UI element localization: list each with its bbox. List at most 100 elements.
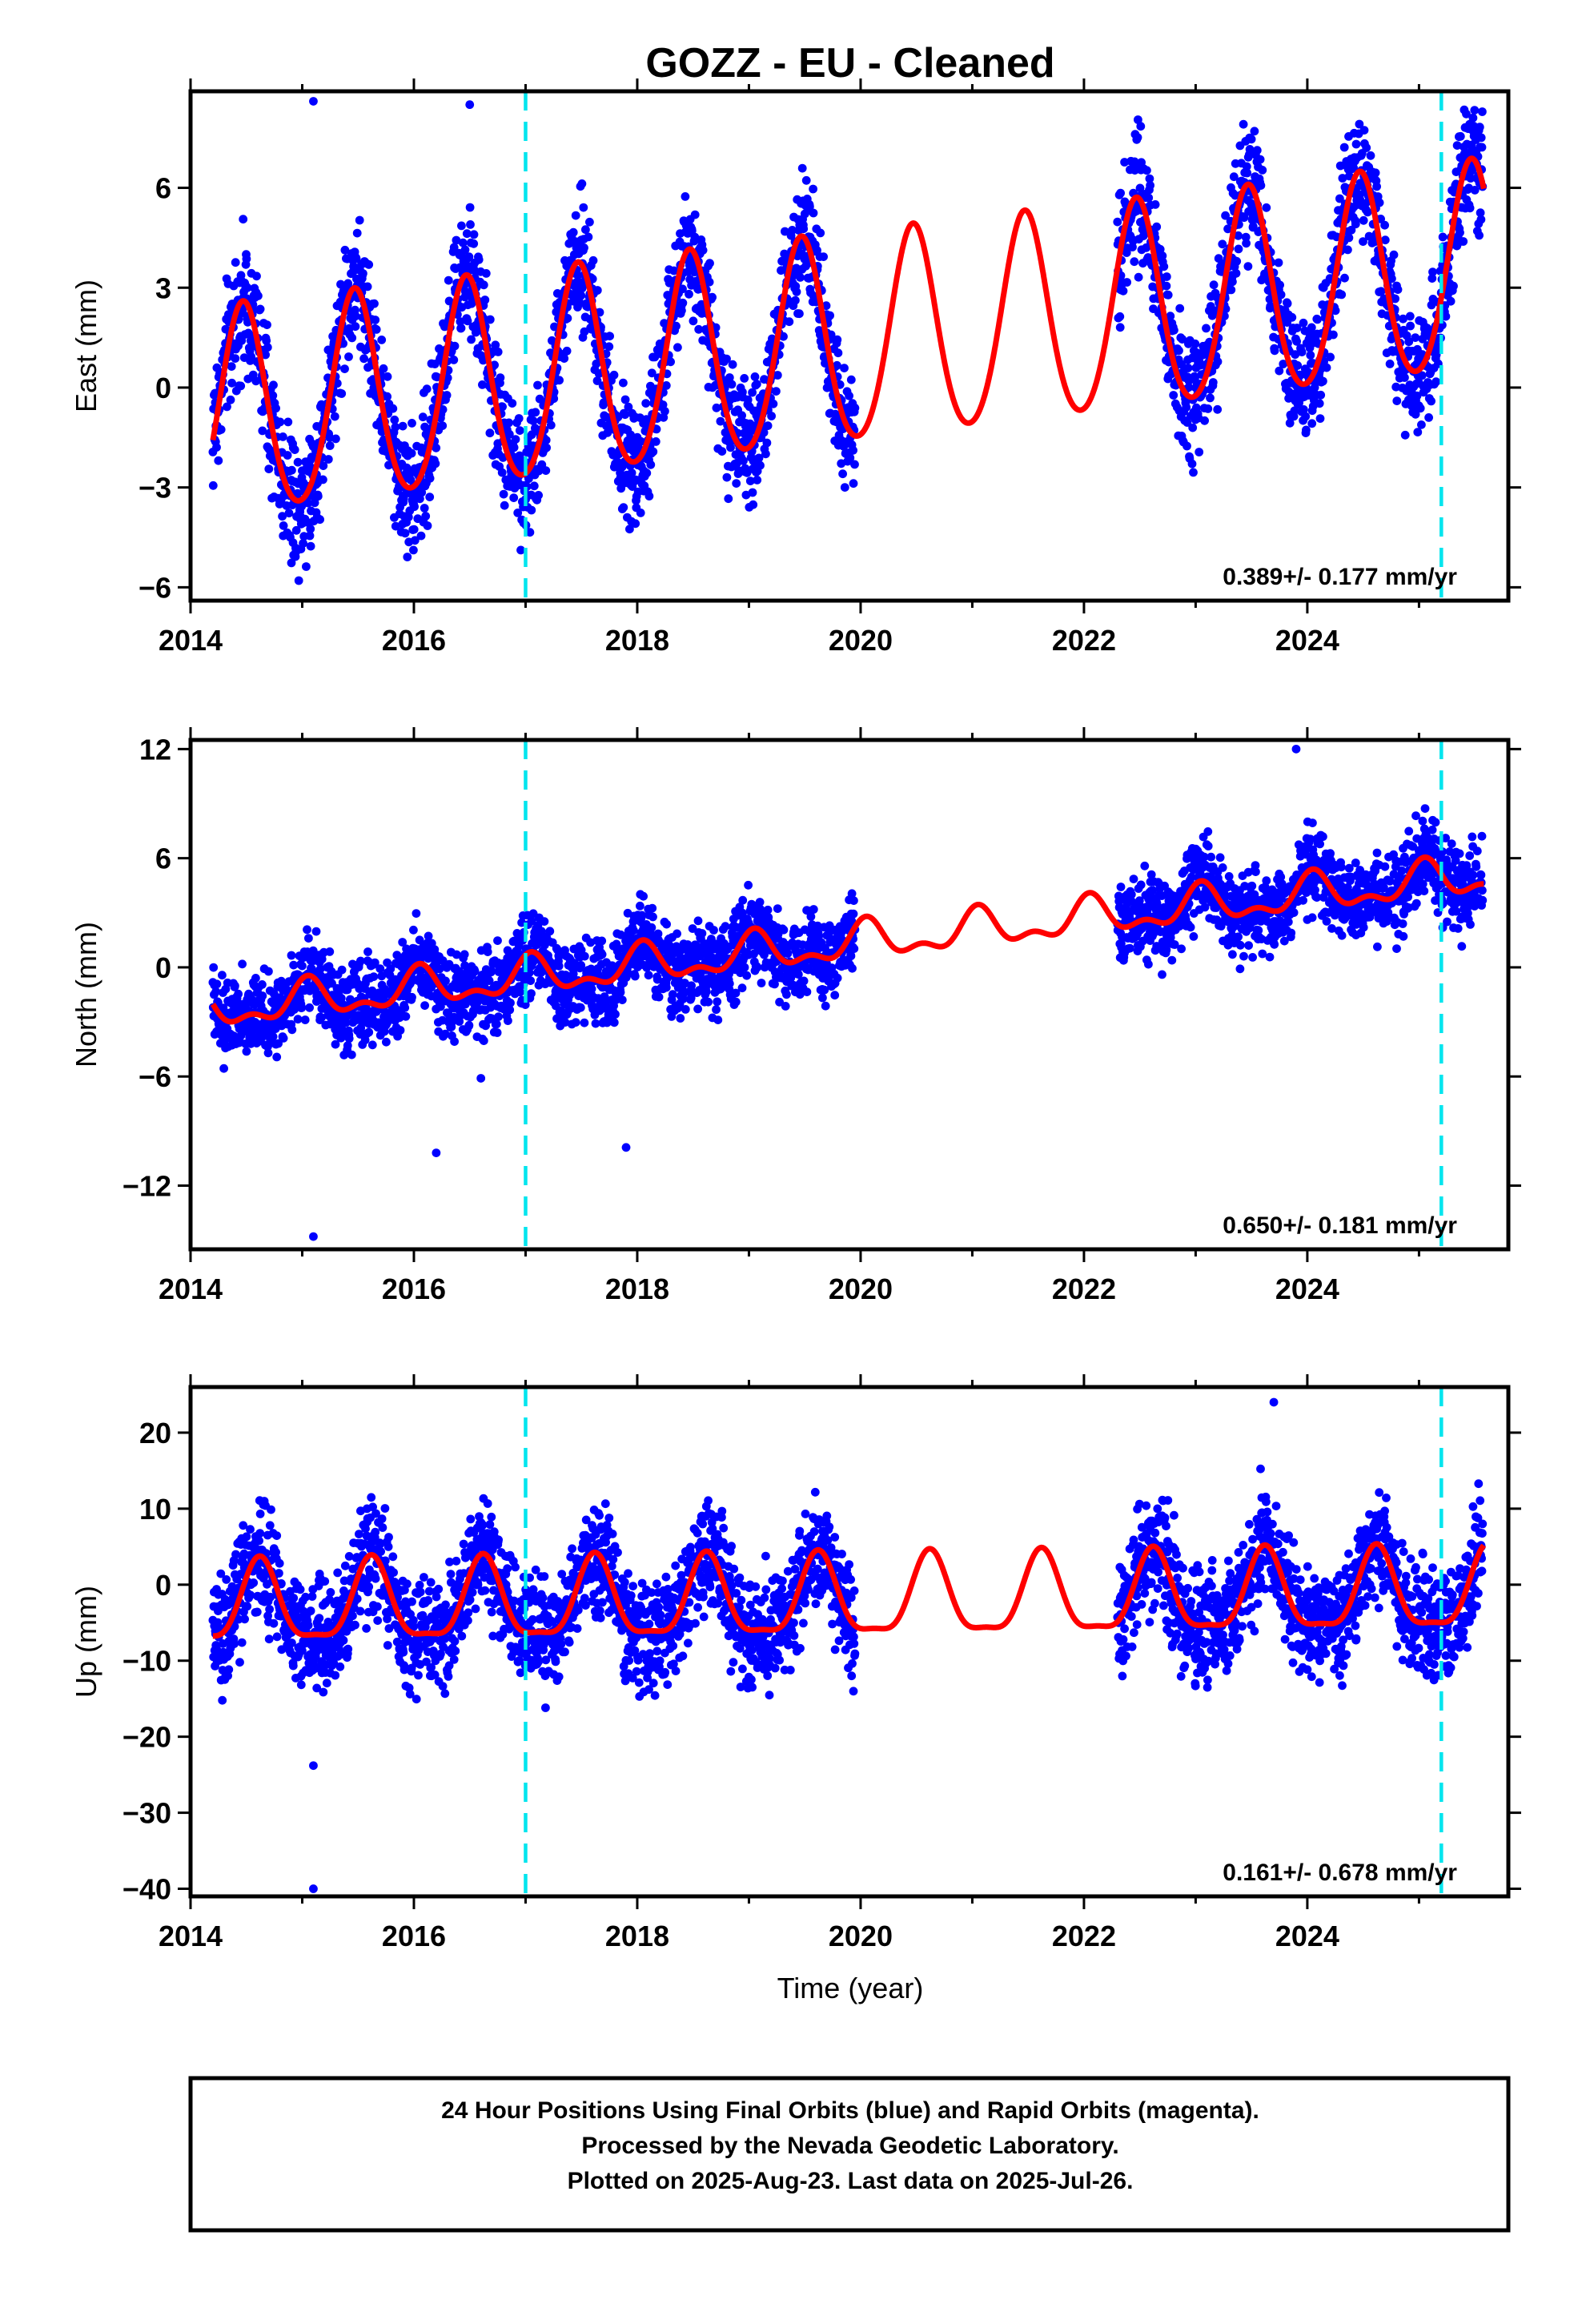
- data-point: [779, 925, 789, 935]
- data-point: [1462, 109, 1471, 119]
- data-point: [408, 992, 416, 1002]
- data-point: [1400, 430, 1410, 440]
- data-point: [211, 987, 221, 996]
- plot-area: [208, 744, 1488, 1241]
- data-point: [1241, 232, 1251, 242]
- data-point: [577, 179, 587, 188]
- data-point: [359, 269, 367, 278]
- data-point: [231, 981, 239, 991]
- data-point: [782, 990, 791, 999]
- data-point: [754, 453, 764, 463]
- data-point: [731, 997, 741, 1007]
- data-point: [661, 381, 671, 390]
- data-point: [1468, 113, 1478, 123]
- data-point: [527, 989, 536, 998]
- data-point: [1331, 306, 1340, 316]
- data-point: [1255, 155, 1265, 164]
- data-point: [1206, 393, 1215, 403]
- data-point: [1218, 239, 1227, 249]
- y-tick-label: −6: [139, 571, 171, 604]
- data-point: [1242, 239, 1251, 248]
- data-point: [391, 422, 400, 432]
- data-point: [1200, 416, 1209, 425]
- data-point: [247, 352, 255, 361]
- data-point: [609, 370, 619, 380]
- data-point: [474, 255, 484, 264]
- data-point: [478, 380, 487, 389]
- data-point: [442, 391, 452, 400]
- data-point: [449, 356, 459, 364]
- data-point: [701, 987, 711, 996]
- data-point: [416, 531, 426, 541]
- data-point: [1344, 233, 1354, 243]
- data-point: [580, 327, 589, 336]
- data-point: [287, 951, 296, 960]
- data-point: [1158, 251, 1167, 260]
- data-point: [761, 449, 770, 459]
- data-point: [491, 340, 500, 350]
- data-point: [797, 163, 807, 173]
- data-point: [748, 488, 757, 497]
- data-point: [218, 971, 227, 980]
- data-point: [444, 275, 453, 285]
- data-point: [1155, 244, 1165, 254]
- y-tick-label: 0: [155, 372, 171, 404]
- data-point: [555, 376, 564, 385]
- data-point: [1162, 272, 1171, 281]
- data-point: [1349, 163, 1358, 172]
- data-point: [465, 203, 475, 212]
- data-point: [1452, 141, 1462, 151]
- data-point: [741, 490, 751, 500]
- data-point: [421, 512, 431, 521]
- data-point: [302, 562, 311, 571]
- data-point: [681, 1005, 690, 1014]
- data-point: [1247, 135, 1256, 144]
- data-point: [469, 239, 479, 248]
- data-point: [1234, 244, 1243, 254]
- data-point: [263, 1048, 273, 1058]
- data-point: [592, 286, 602, 295]
- data-point: [757, 979, 766, 987]
- data-point: [1313, 315, 1322, 324]
- data-point: [1392, 396, 1402, 405]
- data-point: [234, 989, 243, 999]
- data-point: [275, 417, 285, 427]
- data-point: [1411, 333, 1420, 342]
- data-point: [1292, 324, 1302, 332]
- data-point: [1344, 171, 1354, 181]
- data-point: [498, 402, 507, 412]
- data-point: [595, 308, 604, 317]
- data-point: [479, 1036, 488, 1045]
- data-point: [344, 1034, 354, 1043]
- data-point: [1406, 321, 1415, 331]
- data-point: [802, 987, 812, 996]
- data-point: [1326, 352, 1335, 362]
- data-point: [809, 208, 818, 218]
- data-point: [1120, 158, 1129, 167]
- data-point: [625, 525, 634, 534]
- data-point: [580, 243, 588, 252]
- data-point: [492, 1019, 501, 1029]
- data-point: [370, 299, 379, 308]
- data-point: [1116, 188, 1125, 198]
- data-point: [355, 215, 364, 225]
- data-point: [410, 536, 420, 545]
- data-point: [592, 376, 602, 385]
- data-point: [581, 225, 590, 235]
- data-point: [742, 971, 752, 980]
- data-point: [516, 987, 525, 997]
- data-point: [577, 283, 587, 293]
- data-point: [351, 254, 361, 263]
- data-point: [833, 348, 843, 358]
- data-point: [840, 483, 849, 492]
- data-point: [722, 472, 732, 482]
- data-point: [1182, 441, 1191, 451]
- data-point: [1413, 428, 1423, 436]
- data-point: [819, 252, 828, 261]
- data-point: [541, 466, 551, 475]
- data-point: [1213, 357, 1223, 366]
- data-point: [303, 498, 313, 508]
- data-point: [650, 352, 660, 362]
- data-point: [571, 211, 580, 220]
- data-point: [1182, 418, 1192, 427]
